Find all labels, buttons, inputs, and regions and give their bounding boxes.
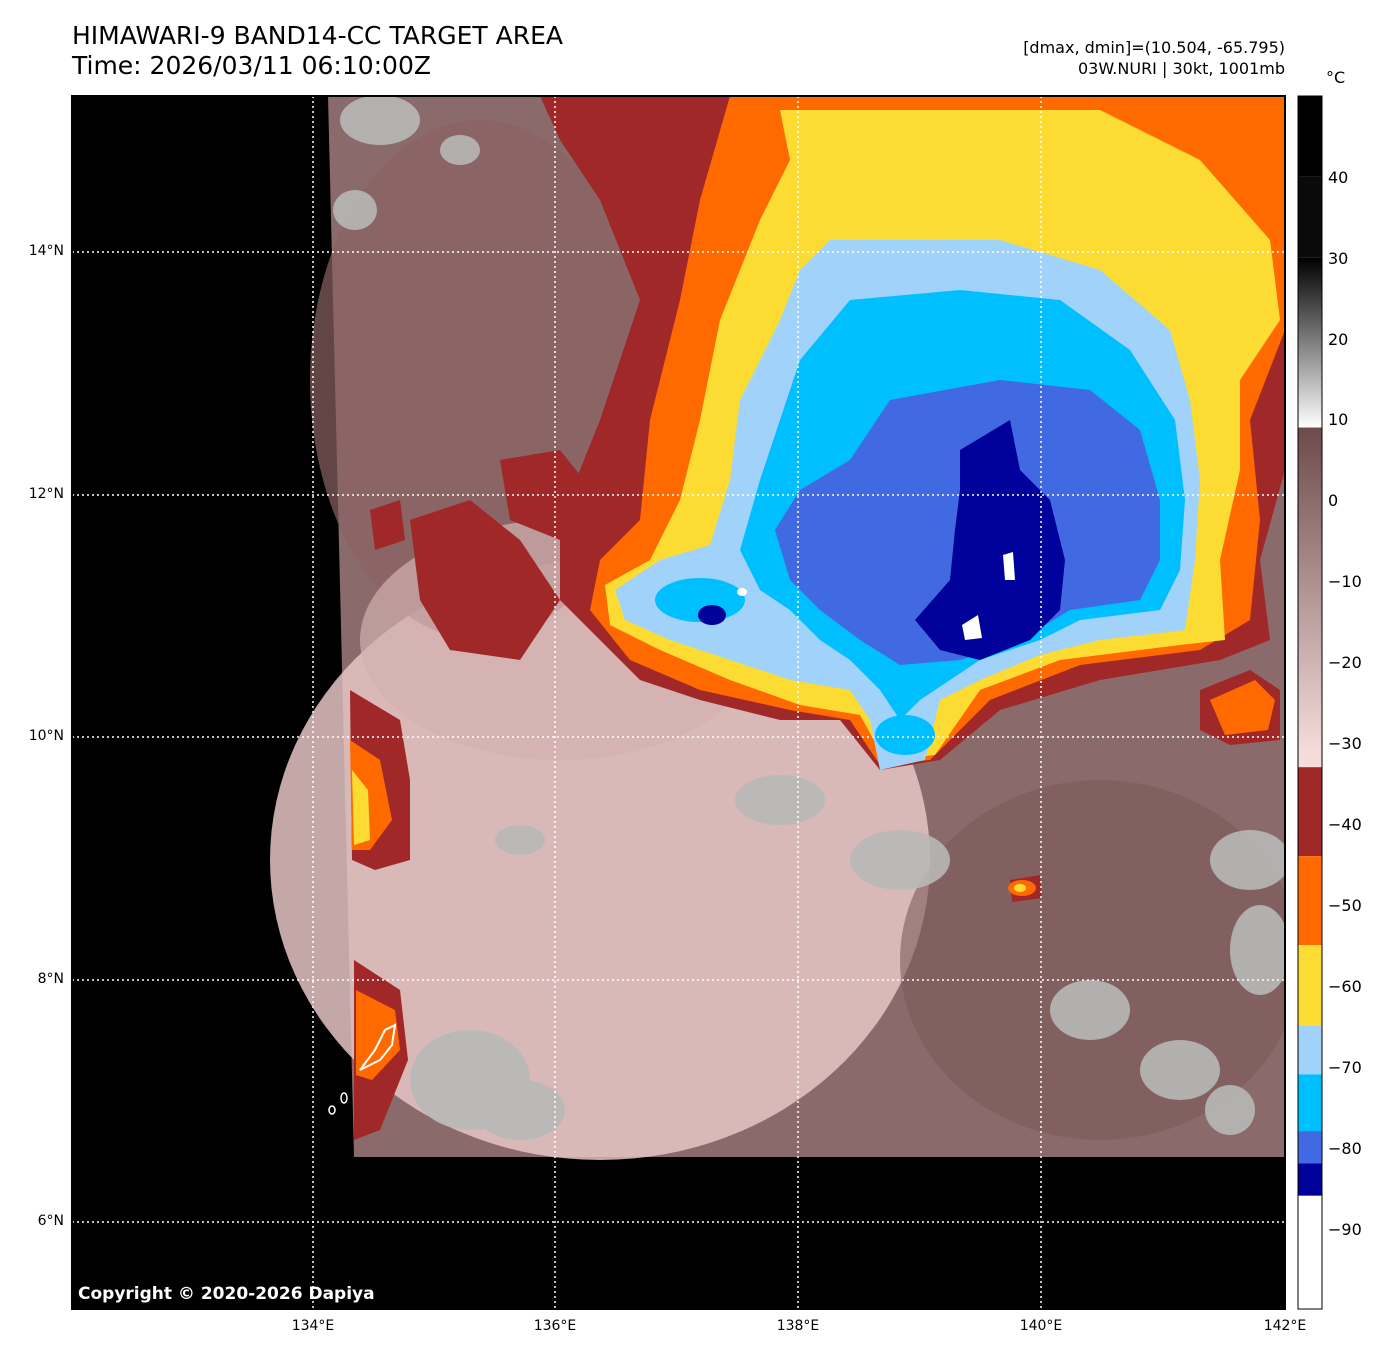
colorbar-segment <box>1298 96 1322 177</box>
cb-tick-minus60: −60 <box>1328 977 1362 996</box>
colorbar-segment <box>1298 1074 1322 1132</box>
cb-tick-minus40: −40 <box>1328 815 1362 834</box>
colorbar-segment <box>1298 1163 1322 1196</box>
east-cell-orange <box>1210 680 1275 735</box>
colorbar-gray-ramp <box>1298 257 1322 428</box>
cb-tick-minus10: −10 <box>1328 572 1362 591</box>
copyright-notice: Copyright © 2020-2026 Dapiya <box>78 1284 375 1304</box>
data-range: [dmax, dmin]=(10.504, -65.795) <box>1023 38 1285 57</box>
colorbar-segment <box>1298 1025 1322 1075</box>
west-cell-yellow <box>352 770 370 845</box>
lat-label-12n: 12°N <box>28 486 64 502</box>
lat-label-10n: 10°N <box>28 728 64 744</box>
colorbar-frame <box>1297 95 1323 1310</box>
colorbar-unit: °C <box>1326 68 1346 87</box>
lon-label-140e: 140°E <box>1019 1318 1063 1334</box>
cb-tick-minus50: −50 <box>1328 896 1362 915</box>
coldest-tops <box>737 552 1015 640</box>
cb-tick-30: 30 <box>1328 249 1349 268</box>
colorbar <box>1298 96 1322 1309</box>
lat-label-6n: 6°N <box>37 1213 64 1229</box>
south-cyan-patch <box>875 715 935 755</box>
islet-coastline <box>328 1105 336 1115</box>
colorbar-segment <box>1298 1195 1322 1309</box>
lat-label-8n: 8°N <box>37 971 64 987</box>
small-cell-yellow <box>1014 884 1026 892</box>
colorbar-segment <box>1298 176 1322 258</box>
graticule <box>72 96 1285 1309</box>
palau-coastline <box>359 1023 397 1071</box>
cb-tick-minus20: −20 <box>1328 653 1362 672</box>
lon-label-136e: 136°E <box>533 1318 577 1334</box>
low-clouds <box>333 96 1285 1140</box>
storm-info: 03W.NURI | 30kt, 1001mb <box>1077 59 1285 78</box>
southwest-cell-orange <box>356 990 400 1080</box>
page-title: HIMAWARI-9 BAND14-CC TARGET AREA <box>72 21 564 50</box>
lon-label-142e: 142°E <box>1263 1318 1307 1334</box>
cb-tick-0: 0 <box>1328 491 1339 510</box>
observation-time: Time: 2026/03/11 06:10:00Z <box>72 51 431 80</box>
west-navy-patch <box>698 605 726 625</box>
colorbar-segment <box>1298 856 1322 946</box>
cb-tick-minus70: −70 <box>1328 1058 1362 1077</box>
cb-tick-10: 10 <box>1328 410 1349 429</box>
storm-navy-core <box>915 420 1065 660</box>
island-coastline <box>340 1092 348 1104</box>
cb-tick-minus80: −80 <box>1328 1139 1362 1158</box>
colorbar-segment <box>1298 945 1322 1026</box>
lon-label-138e: 138°E <box>776 1318 820 1334</box>
cb-tick-minus30: −30 <box>1328 734 1362 753</box>
colorbar-brown-ramp <box>1298 427 1322 752</box>
cb-tick-20: 20 <box>1328 330 1349 349</box>
lat-label-14n: 14°N <box>28 243 64 259</box>
colorbar-segment <box>1298 767 1322 857</box>
colorbar-segment <box>1298 1131 1322 1164</box>
cb-tick-minus90: −90 <box>1328 1220 1362 1239</box>
cb-tick-40: 40 <box>1328 168 1349 187</box>
lon-label-134e: 134°E <box>291 1318 335 1334</box>
map-frame <box>71 95 1286 1310</box>
